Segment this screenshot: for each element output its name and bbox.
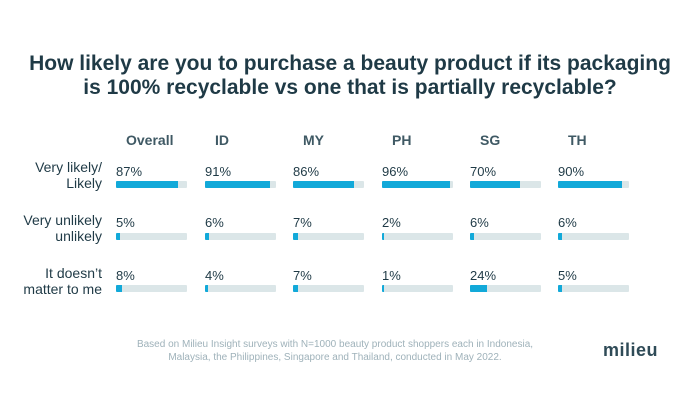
- bar: [205, 285, 208, 292]
- bar: [470, 181, 520, 188]
- row-label-line: Likely: [66, 175, 102, 191]
- milieu-logo: milieu: [602, 340, 658, 360]
- row-label-line: unlikely: [55, 228, 102, 244]
- bar: [205, 181, 270, 188]
- bar: [116, 285, 122, 292]
- bar-track: [116, 181, 187, 188]
- row-label: Very likely/Likely: [6, 159, 102, 191]
- footnote: Based on Milieu Insight surveys with N=1…: [0, 338, 670, 364]
- data-label: 91%: [205, 164, 232, 179]
- bar-track: [558, 233, 629, 240]
- data-label: 6%: [558, 215, 577, 230]
- bar-track: [382, 181, 453, 188]
- row-label-line: Very likely/: [35, 159, 102, 175]
- data-label: 90%: [558, 164, 585, 179]
- data-label: 6%: [205, 215, 224, 230]
- row-label-line: It doesn’t: [45, 265, 102, 281]
- bar-track: [382, 233, 453, 240]
- column-header-th: TH: [568, 132, 587, 148]
- data-label: 86%: [293, 164, 320, 179]
- data-label: 87%: [116, 164, 143, 179]
- row-label: Very unlikely unlikely: [6, 212, 102, 244]
- footnote-line-2: Malaysia, the Philippines, Singapore and…: [168, 352, 502, 363]
- bar: [293, 233, 298, 240]
- chart-title: How likely are you to purchase a beauty …: [0, 52, 700, 100]
- bar: [470, 285, 487, 292]
- bar-track: [205, 285, 276, 292]
- bar: [293, 285, 298, 292]
- data-label: 5%: [116, 215, 135, 230]
- data-label: 5%: [558, 268, 577, 283]
- bar: [558, 181, 622, 188]
- data-label: 4%: [205, 268, 224, 283]
- data-label: 8%: [116, 268, 135, 283]
- data-label: 24%: [470, 268, 497, 283]
- column-header-id: ID: [215, 132, 229, 148]
- bar: [558, 285, 562, 292]
- column-header-ph: PH: [392, 132, 412, 148]
- bar-track: [205, 181, 276, 188]
- bar: [293, 181, 354, 188]
- row-label-line: Very unlikely: [23, 212, 102, 228]
- bar: [470, 233, 474, 240]
- bar-track: [116, 285, 187, 292]
- bar: [558, 233, 562, 240]
- bar-track: [470, 285, 541, 292]
- data-label: 96%: [382, 164, 409, 179]
- column-header-my: MY: [303, 132, 324, 148]
- column-header-overall: Overall: [126, 132, 174, 148]
- bar-track: [382, 285, 453, 292]
- bar-track: [293, 233, 364, 240]
- bar-track: [558, 285, 629, 292]
- row-label: It doesn’t matter to me: [6, 265, 102, 297]
- data-label: 6%: [470, 215, 489, 230]
- row-label-line: matter to me: [23, 281, 102, 297]
- bar: [116, 233, 120, 240]
- data-label: 1%: [382, 268, 401, 283]
- data-label: 70%: [470, 164, 497, 179]
- chart-title-line-1: How likely are you to purchase a beauty …: [29, 52, 671, 75]
- data-label: 7%: [293, 268, 312, 283]
- data-label: 2%: [382, 215, 401, 230]
- bar: [382, 181, 450, 188]
- bar: [116, 181, 178, 188]
- bar: [382, 233, 384, 240]
- bar: [382, 285, 384, 292]
- bar: [205, 233, 209, 240]
- chart-title-line-2: is 100% recyclable vs one that is partia…: [83, 76, 617, 99]
- bar-track: [558, 181, 629, 188]
- bar-track: [205, 233, 276, 240]
- bar-track: [116, 233, 187, 240]
- column-header-sg: SG: [480, 132, 501, 148]
- bar-track: [293, 181, 364, 188]
- bar-track: [470, 181, 541, 188]
- footnote-line-1: Based on Milieu Insight surveys with N=1…: [136, 339, 534, 350]
- data-label: 7%: [293, 215, 312, 230]
- bar-track: [293, 285, 364, 292]
- bar-track: [470, 233, 541, 240]
